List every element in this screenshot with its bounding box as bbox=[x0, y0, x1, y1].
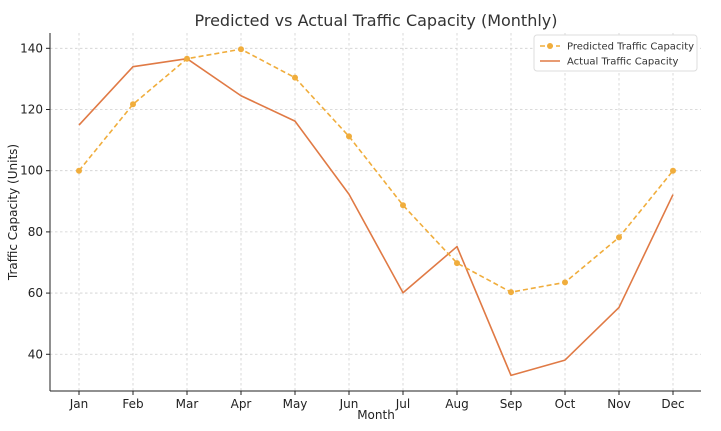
y-tick-label: 40 bbox=[28, 347, 43, 361]
legend: Predicted Traffic Capacity Actual Traffi… bbox=[533, 34, 698, 72]
predicted-series-line bbox=[78, 48, 674, 293]
actual-series-line bbox=[78, 57, 674, 377]
predicted-point bbox=[454, 260, 460, 267]
x-tick-label: Jul bbox=[395, 397, 410, 411]
predicted-point bbox=[562, 279, 568, 286]
series-lines bbox=[76, 46, 676, 377]
predicted-point bbox=[238, 46, 244, 53]
predicted-point bbox=[670, 167, 676, 174]
predicted-point bbox=[346, 133, 352, 140]
y-tick-label: 60 bbox=[28, 286, 43, 300]
x-tick-label: May bbox=[283, 397, 308, 411]
x-tick-label: Dec bbox=[661, 397, 684, 411]
grid-lines bbox=[50, 33, 701, 391]
chart-title: Predicted vs Actual Traffic Capacity (Mo… bbox=[194, 11, 557, 30]
x-tick-label: Jan bbox=[69, 397, 89, 411]
y-tick-label: 140 bbox=[20, 41, 43, 55]
predicted-point bbox=[400, 202, 406, 209]
x-tick-label: Nov bbox=[607, 397, 630, 411]
x-tick-label: Apr bbox=[231, 397, 252, 411]
predicted-point bbox=[184, 55, 190, 62]
tick-labels: Jan Feb Mar Apr May Jun Jul Aug Sep Oct Nov Dec 40 60… bbox=[20, 41, 685, 411]
x-tick-label: Sep bbox=[500, 397, 523, 411]
predicted-point bbox=[508, 289, 514, 296]
predicted-point bbox=[76, 167, 82, 174]
legend-label-actual: Actual Traffic Capacity bbox=[567, 57, 679, 68]
legend-box bbox=[533, 34, 698, 72]
x-tick-label: Mar bbox=[176, 397, 199, 411]
predicted-point bbox=[616, 234, 622, 241]
x-tick-label: Feb bbox=[122, 397, 143, 411]
y-tick-label: 100 bbox=[20, 164, 43, 178]
y-axis-label: Traffic Capacity (Units) bbox=[6, 144, 20, 281]
x-tick-label: Aug bbox=[445, 397, 468, 411]
x-tick-label: Oct bbox=[555, 397, 576, 411]
predicted-point bbox=[130, 101, 136, 108]
predicted-point bbox=[292, 74, 298, 81]
x-axis-label: Month bbox=[357, 408, 395, 422]
legend-marker-predicted bbox=[547, 43, 553, 49]
y-tick-label: 80 bbox=[28, 225, 43, 239]
axes bbox=[49, 33, 701, 392]
legend-label-predicted: Predicted Traffic Capacity bbox=[567, 42, 694, 53]
x-tick-label: Jun bbox=[339, 397, 359, 411]
y-tick-label: 120 bbox=[20, 102, 43, 116]
